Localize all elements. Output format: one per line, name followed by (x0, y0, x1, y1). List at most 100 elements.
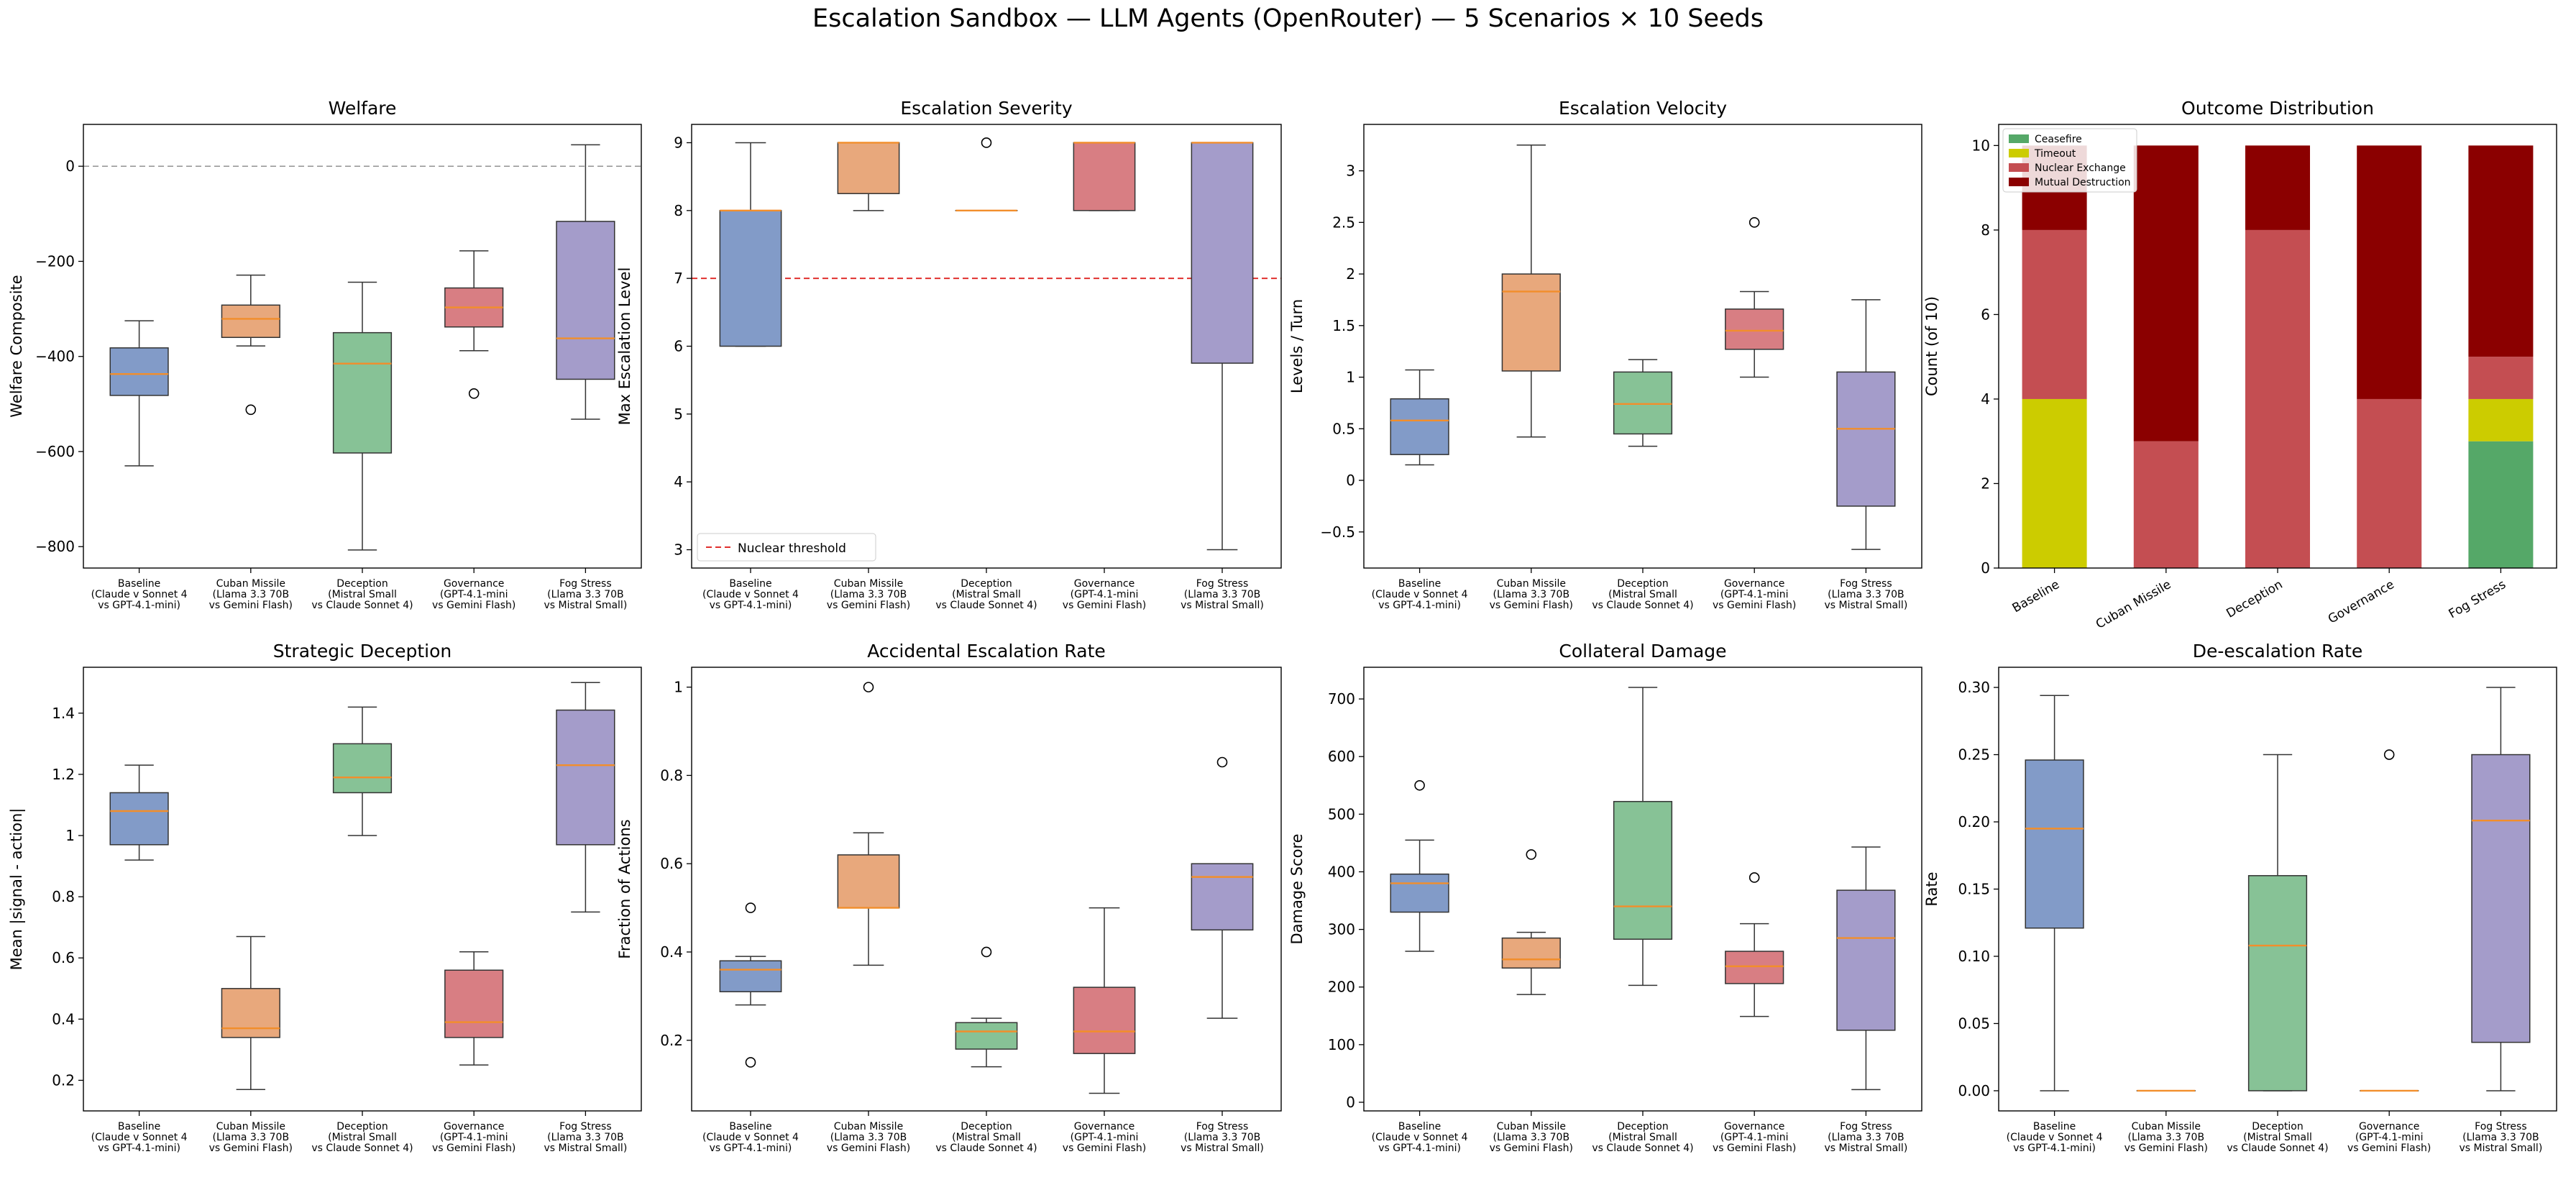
x-tick-label-line: Deception (336, 578, 388, 590)
x-tick-label-line: vs Mistral Small) (1181, 1143, 1264, 1154)
bar-segment (2245, 145, 2310, 230)
iqr-box (1725, 951, 1784, 984)
legend-label: Nuclear threshold (738, 541, 846, 556)
x-tick-label-line: (Llama 3.3 70B (213, 589, 290, 600)
x-tick-label-line: vs GPT-4.1-mini) (98, 600, 180, 611)
y-tick-label: 3 (674, 541, 683, 559)
x-tick-label-line: Governance (444, 1121, 504, 1132)
box-4 (445, 952, 503, 1065)
chart-title: De-escalation Rate (2193, 641, 2363, 662)
iqr-box (1390, 399, 1449, 454)
x-tick-label-line: vs Gemini Flash) (1713, 1143, 1796, 1154)
y-tick-label: 0.2 (52, 1071, 75, 1089)
x-tick-label-line: vs Claude Sonnet 4) (2227, 1143, 2328, 1154)
x-tick-label-line: vs Gemini Flash) (1063, 1143, 1146, 1154)
x-tick-label-line: Deception (336, 1121, 388, 1132)
box-3 (2249, 755, 2307, 1091)
x-tick-label-line: (GPT-4.1-mini (440, 589, 508, 600)
y-tick-label: 4 (1981, 390, 1990, 408)
y-tick-label: 0.4 (52, 1010, 75, 1027)
x-tick-label-line: Cuban Missile (2132, 1121, 2201, 1132)
y-tick-label: 0.8 (660, 766, 683, 784)
iqr-box (838, 142, 899, 193)
iqr-box (1073, 142, 1135, 210)
iqr-box (221, 305, 280, 337)
box-3 (1614, 360, 1672, 447)
y-tick-label: −600 (35, 443, 75, 460)
x-tick-label: Fog Stress (2447, 577, 2508, 621)
x-tick-label-line: (Llama 3.3 70B (830, 589, 907, 600)
box-5 (556, 145, 615, 419)
bar-segment (2134, 441, 2199, 568)
x-tick-label-line: vs Gemini Flash) (2347, 1143, 2431, 1154)
iqr-box (221, 989, 280, 1038)
outlier-point (1218, 757, 1227, 766)
x-tick-label-line: Fog Stress (2475, 1121, 2526, 1132)
iqr-box (720, 211, 781, 347)
y-tick-label: 0.10 (1958, 948, 1990, 965)
x-tick-label-line: Deception (1617, 578, 1668, 590)
x-tick-label-line: (GPT-4.1-mini (1720, 1132, 1789, 1143)
y-tick-label: 300 (1328, 921, 1355, 938)
y-tick-label: 100 (1328, 1036, 1355, 1053)
y-tick-label: 0 (1981, 559, 1990, 577)
x-tick-label-line: vs Mistral Small) (2459, 1143, 2542, 1154)
x-tick-label-line: Governance (1724, 1121, 1784, 1132)
box-4 (1725, 873, 1784, 1017)
x-tick-label: Cuban Missile (2094, 577, 2173, 632)
chart-title: Welfare (329, 98, 397, 119)
x-tick-label-line: vs Gemini Flash) (432, 600, 515, 611)
x-tick-label-line: vs GPT-4.1-mini) (710, 1143, 792, 1154)
x-tick-label-line: Cuban Missile (216, 1121, 285, 1132)
x-tick-label-line: (Llama 3.3 70B (213, 1132, 290, 1143)
x-tick-label-line: Baseline (1398, 1121, 1441, 1132)
x-tick-label-line: (Llama 3.3 70B (2462, 1132, 2539, 1143)
x-tick-label-line: vs Mistral Small) (1824, 1143, 1907, 1154)
x-tick-label-line: Baseline (729, 1121, 771, 1132)
x-tick-label-line: (Claude v Sonnet 4 (91, 589, 188, 600)
bar-segment (2022, 230, 2087, 399)
chart-title: Outcome Distribution (2181, 98, 2374, 119)
y-tick-label: 700 (1328, 690, 1355, 708)
iqr-box (445, 970, 503, 1038)
iqr-box (1837, 890, 1895, 1030)
y-tick-label: 6 (674, 338, 683, 355)
x-tick-label-line: (Mistral Small (328, 589, 397, 600)
outlier-point (246, 405, 255, 414)
y-tick-label: 3 (1346, 163, 1355, 180)
x-tick-label-line: vs Claude Sonnet 4) (311, 1143, 413, 1154)
x-tick-label-line: (GPT-4.1-mini (2355, 1132, 2424, 1143)
x-tick-label-line: Cuban Missile (834, 578, 903, 590)
iqr-box (110, 348, 168, 395)
y-tick-label: −800 (35, 538, 75, 555)
bar-segment (2022, 399, 2087, 568)
outlier-point (1415, 781, 1424, 790)
y-axis-label: Levels / Turn (1288, 299, 1306, 393)
legend-swatch (2009, 163, 2029, 172)
legend-swatch (2009, 178, 2029, 186)
y-tick-label: 0.20 (1958, 813, 1990, 830)
iqr-box (1191, 864, 1252, 930)
iqr-box (1502, 938, 1560, 969)
x-tick-label-line: vs GPT-4.1-mini) (710, 600, 792, 611)
figure-title: Escalation Sandbox — LLM Agents (OpenRou… (0, 4, 2576, 33)
bar-segment (2357, 399, 2421, 568)
x-tick-label-line: vs Claude Sonnet 4) (935, 600, 1037, 611)
iqr-box (110, 792, 168, 844)
y-tick-label: 0.15 (1958, 881, 1990, 898)
